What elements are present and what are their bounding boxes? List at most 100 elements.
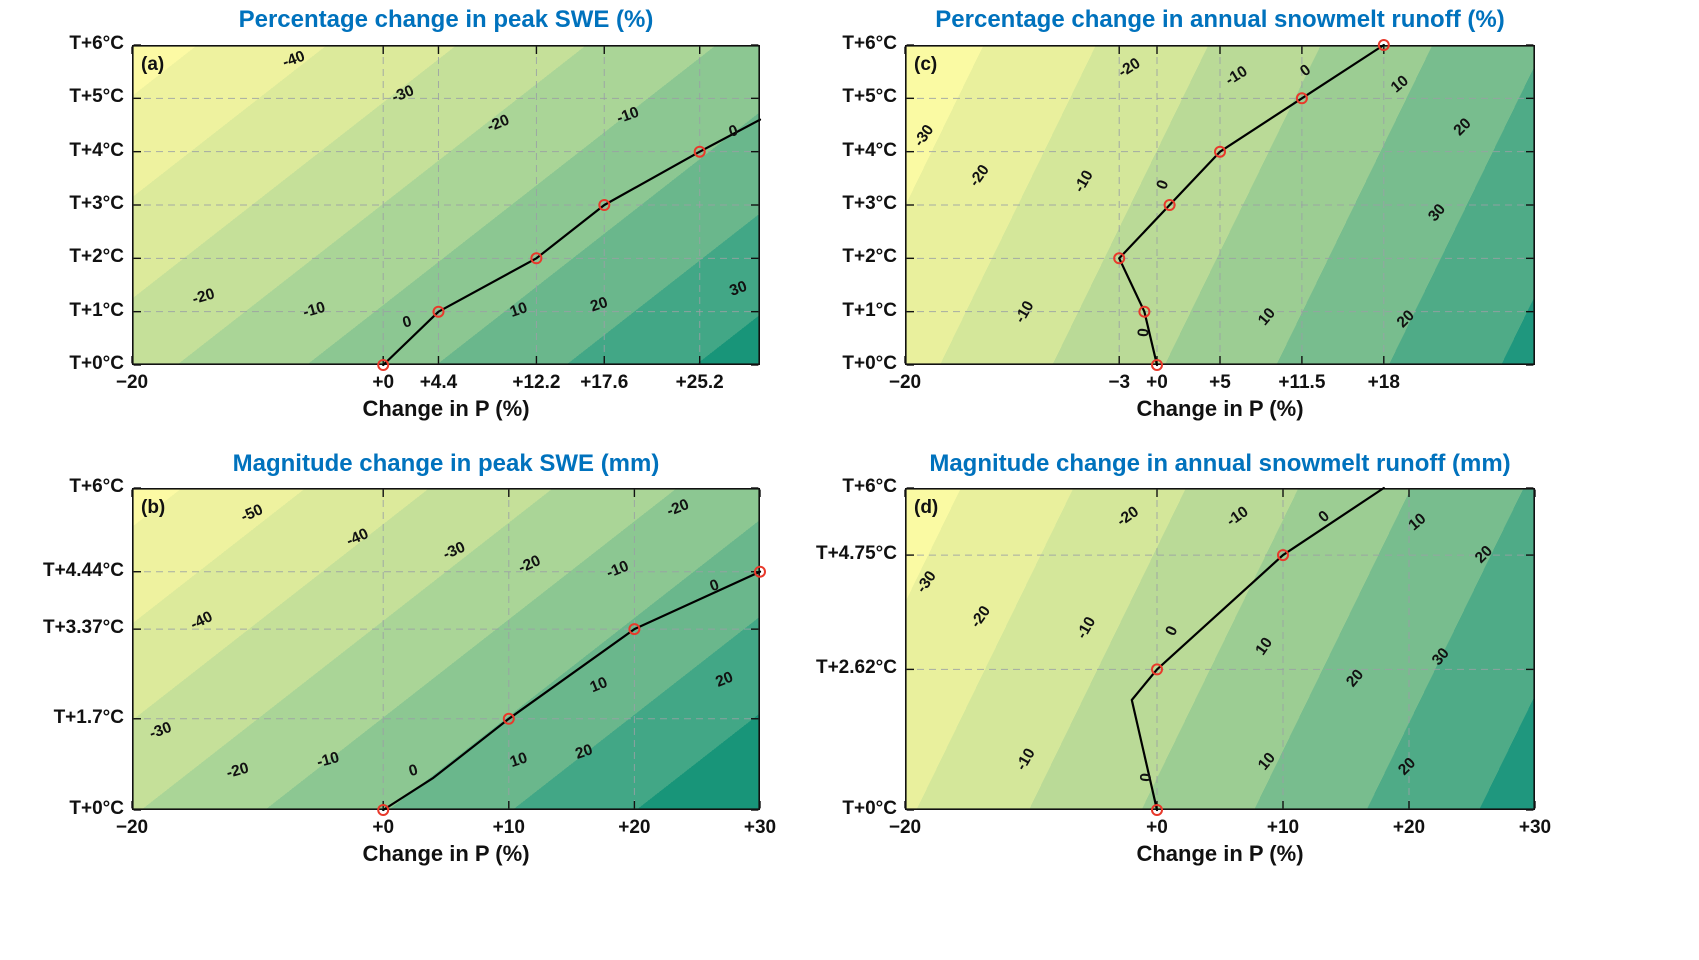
contour-label: 30 [727, 278, 749, 300]
contour-label: 20 [1395, 755, 1419, 779]
contour-label: -20 [966, 162, 993, 190]
panel-c-xlabel: Change in P (%) [1136, 396, 1304, 421]
zero-marker [377, 804, 390, 816]
contour-label: -10 [1071, 167, 1097, 195]
contour-label: -40 [344, 525, 371, 550]
contour-label: -10 [1223, 63, 1251, 89]
contour-label: 0 [401, 313, 414, 332]
y-tick-label: T+4°C [842, 139, 897, 161]
x-tick-label: +4.4 [419, 372, 458, 393]
x-tick-label: +12.2 [512, 372, 561, 393]
y-tick-label: T+1°C [842, 299, 897, 321]
contour-label: 20 [573, 741, 595, 762]
contour-label: -40 [280, 48, 307, 72]
contour-label: 0 [708, 576, 722, 595]
contour-label: -40 [188, 608, 216, 633]
contour-label: 0 [1297, 61, 1314, 80]
contour-label: -10 [1073, 614, 1099, 642]
x-tick-label: +0 [1146, 817, 1168, 838]
zero-marker [530, 252, 543, 265]
x-tick-label: −3 [1108, 372, 1131, 393]
y-tick-label: T+3.37°C [42, 617, 124, 639]
y-tick-label: T+3°C [69, 193, 124, 214]
zero-marker [754, 565, 766, 578]
contour-label: -30 [440, 539, 467, 564]
contour-label: 0 [1153, 178, 1172, 192]
contour-label: -10 [1224, 503, 1252, 530]
contour-label: -10 [1012, 298, 1038, 326]
x-tick-label: +25.2 [675, 372, 724, 393]
x-tick-label: +20 [1392, 817, 1426, 838]
y-tick-label: T+1.7°C [53, 706, 124, 728]
contour-label: -10 [604, 558, 631, 582]
contour-label: -30 [147, 719, 174, 743]
axis-box [905, 45, 1536, 365]
contour-label: -20 [225, 760, 251, 782]
panel-a-title: Percentage change in peak SWE (%) [238, 6, 654, 33]
panel-tag: (b) [141, 497, 165, 518]
x-tick-label: +30 [1518, 817, 1552, 838]
zero-marker [1113, 252, 1126, 265]
y-tick-label: T+4°C [69, 139, 124, 161]
contour-label: 0 [407, 761, 420, 780]
x-tick-label: +0 [372, 817, 395, 838]
contour-label: -20 [516, 552, 543, 577]
panel-a-xlabel: Change in P (%) [362, 396, 530, 421]
x-tick-label: +10 [492, 817, 525, 838]
contour-label: -10 [614, 104, 641, 128]
x-tick-label: +17.6 [580, 372, 629, 393]
zero-marker [1151, 663, 1163, 676]
contour-label: 20 [713, 669, 735, 691]
y-tick-label: T+6°C [842, 33, 897, 54]
zero-marker [502, 712, 515, 725]
y-tick-label: T+0°C [842, 798, 897, 819]
zero-marker [1151, 359, 1163, 371]
x-tick-label: +10 [1266, 817, 1300, 838]
x-tick-label: −20 [888, 817, 922, 838]
contour-label: -20 [967, 603, 994, 631]
contour-label: 20 [588, 294, 610, 315]
y-tick-label: T+3°C [842, 193, 897, 214]
y-tick-label: T+2.62°C [815, 657, 897, 679]
contour-label: 20 [1450, 115, 1474, 139]
contour-label: 20 [1472, 543, 1496, 567]
zero-contour-line [382, 118, 762, 367]
panel-d-title: Magnitude change in annual snowmelt runo… [929, 450, 1511, 477]
axis-box [132, 45, 761, 365]
y-tick-label: T+5°C [69, 86, 124, 108]
contour-label: -20 [485, 111, 512, 135]
contour-label: 0 [1135, 328, 1153, 338]
y-tick-label: T+5°C [842, 86, 897, 108]
contour-label: -30 [911, 122, 938, 150]
x-tick-label: −20 [115, 372, 149, 393]
panel-tag: (d) [914, 497, 938, 518]
y-tick-label: T+1°C [69, 299, 124, 321]
contour-label: 10 [508, 299, 530, 320]
zero-marker [1138, 305, 1151, 318]
y-tick-label: T+0°C [842, 353, 897, 374]
zero-marker [377, 359, 390, 371]
contour-label: -10 [301, 299, 327, 322]
x-tick-label: −20 [115, 817, 149, 838]
panel-b-title: Magnitude change in peak SWE (mm) [232, 450, 660, 477]
y-tick-label: T+6°C [842, 476, 897, 497]
y-tick-label: T+6°C [69, 476, 124, 497]
contour-label: -20 [190, 285, 216, 308]
x-tick-label: +20 [618, 817, 651, 838]
contour-label: 20 [1394, 307, 1418, 331]
zero-marker [693, 145, 706, 158]
x-tick-label: +0 [372, 372, 395, 393]
panel-b-xlabel: Change in P (%) [362, 841, 530, 866]
x-tick-label: +18 [1367, 372, 1400, 393]
y-tick-label: T+2°C [842, 246, 897, 268]
x-tick-label: +30 [743, 817, 777, 838]
contour-label: -50 [238, 501, 265, 526]
contour-plot-b: -50 -40 -30 -20 -10 -20 0 -40 -30 -20 -10 0 10 20 10 20… [131, 487, 766, 816]
y-tick-label: T+0°C [69, 798, 124, 819]
x-tick-label: −20 [888, 372, 922, 393]
contour-label: 10 [1255, 305, 1279, 329]
zero-marker [628, 623, 641, 636]
zero-marker [1377, 39, 1390, 51]
